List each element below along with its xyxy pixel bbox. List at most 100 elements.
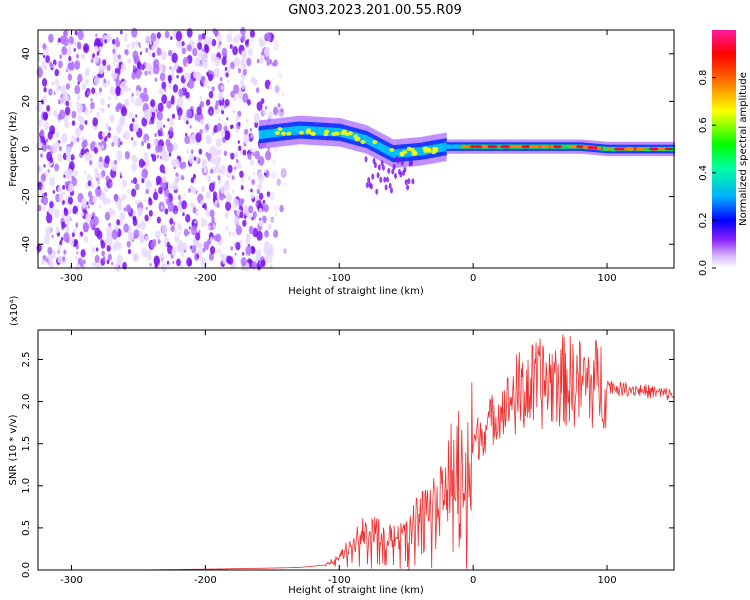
- spectrogram-noise-cell: [41, 258, 46, 266]
- spectrogram-noise-cell: [226, 193, 232, 203]
- spectrogram-band-core: [291, 126, 293, 136]
- spectrogram-noise-cell: [268, 111, 274, 120]
- spectrogram-band-core: [376, 140, 379, 150]
- spectrogram-noise-cell: [148, 52, 152, 57]
- spectrogram-noise-cell: [45, 55, 51, 63]
- spectrogram-noise-cell: [148, 255, 152, 261]
- spectrogram-noise-cell: [159, 127, 163, 132]
- spectrogram-noise-cell: [60, 237, 64, 242]
- spectrogram-noise-cell: [243, 215, 247, 220]
- colorbar-label: Normalized spectral amplitude: [738, 72, 749, 226]
- spectrogram-band-core: [299, 125, 302, 135]
- spectrogram-band-core: [446, 144, 448, 149]
- spectrogram-noise-cell: [86, 201, 89, 206]
- spectrogram-noise-cell: [221, 47, 228, 57]
- spectrogram-noise-cell: [187, 75, 191, 80]
- spectrogram-noise-cell: [99, 107, 102, 111]
- snr-frame: [37, 329, 675, 571]
- spectrogram-noise-cell: [223, 123, 226, 127]
- spectrogram-noise-cell: [131, 92, 134, 97]
- spectrogram-noise-cell: [67, 73, 73, 81]
- spectrogram-band-core: [385, 145, 387, 155]
- spectrogram-noise-cell: [170, 225, 175, 233]
- spectrogram-noise-cell: [245, 118, 249, 123]
- spectrogram-noise-cell: [145, 206, 148, 211]
- spectrogram-noise-cell: [120, 89, 124, 96]
- spectrogram-noise-cell: [272, 62, 275, 67]
- spectrogram-noise-cell: [131, 117, 135, 123]
- spectrogram-noise-cell: [246, 38, 250, 43]
- spectrogram-noise-cell: [67, 207, 72, 215]
- spectrogram-noise-cell: [190, 149, 194, 155]
- spectrogram-noise-cell: [75, 100, 80, 107]
- spectrogram-noise-cell: [89, 159, 93, 166]
- spectrogram-noise-cell: [58, 250, 61, 255]
- spectrogram-noise-cell: [237, 43, 240, 47]
- spectrogram-noise-cell: [94, 55, 99, 64]
- spectrogram-noise-cell: [59, 54, 63, 59]
- spectrogram-noise-cell: [182, 83, 187, 89]
- spectrogram-noise-cell: [161, 65, 165, 72]
- spectrogram-band-core: [419, 147, 422, 156]
- spectrogram-noise-cell: [95, 247, 99, 252]
- spectrogram-noise-cell: [198, 34, 203, 41]
- spectrogram-x-label: Height of straight line (km): [288, 286, 424, 297]
- spectrogram-noise-cell: [190, 202, 194, 209]
- spectrogram-noise-cell: [271, 170, 277, 179]
- spectrogram-noise-cell: [203, 241, 210, 251]
- spectrogram-noise-cell: [164, 208, 169, 215]
- snr-x-tick-label: -100: [328, 575, 351, 586]
- spectrogram-noise-cell: [172, 260, 175, 265]
- spectrogram-noise-cell: [172, 142, 178, 151]
- spectrogram-noise-cell: [67, 182, 74, 193]
- spectrogram-noise-cell: [245, 232, 251, 241]
- spectrogram-band-core: [300, 125, 303, 135]
- spectrogram-noise-cell: [234, 151, 239, 158]
- spectrogram-noise-cell: [280, 167, 287, 178]
- spectrogram-noise-cell: [54, 68, 59, 77]
- spectrogram-noise-cell: [159, 252, 165, 262]
- spectrogram-noise-cell: [274, 204, 279, 212]
- spectrogram-noise-cell: [273, 41, 279, 51]
- spectrogram-noise-cell: [112, 52, 119, 63]
- spectrogram-band-tail: [381, 164, 385, 171]
- spectrogram-noise-cell: [132, 252, 139, 263]
- spectrogram-noise-cell: [120, 106, 128, 117]
- spectrogram-noise-cell: [51, 234, 54, 239]
- spectrogram-band-core: [604, 146, 607, 151]
- spectrogram-noise-cell: [87, 205, 90, 209]
- spectrogram-band-core: [562, 144, 564, 149]
- spectrogram-noise-cell: [235, 158, 239, 164]
- spectrogram-noise-cell: [115, 85, 121, 95]
- spectrogram-noise-cell: [237, 90, 244, 100]
- spectrogram-noise-cell: [96, 51, 100, 56]
- spectrogram-noise-cell: [109, 86, 116, 96]
- spectrogram-band-core: [375, 140, 378, 149]
- spectrogram-noise-cell: [106, 197, 111, 205]
- spectrogram-noise-cell: [248, 188, 251, 192]
- spectrogram-noise-cell: [63, 249, 67, 255]
- spectrogram-noise-cell: [230, 246, 234, 251]
- spectrogram-noise-cell: [126, 43, 130, 49]
- spectrogram-noise-cell: [202, 202, 207, 209]
- spectrogram-noise-cell: [146, 142, 151, 150]
- spectrogram-noise-cell: [75, 212, 79, 216]
- spectrogram-noise-cell: [189, 124, 192, 129]
- spectrogram-noise-cell: [178, 88, 184, 98]
- spectrogram-noise-cell: [206, 71, 209, 76]
- spectrogram-noise-cell: [76, 103, 83, 114]
- spectrogram-noise-cell: [111, 209, 116, 216]
- spectrogram-noise-cell: [161, 145, 166, 152]
- spectrogram-band-core: [264, 129, 266, 139]
- spectrogram-noise-cell: [145, 62, 151, 70]
- spectrogram-noise-cell: [124, 151, 130, 160]
- spectrogram-noise-cell: [186, 108, 193, 119]
- spectrogram-band-core: [272, 128, 275, 138]
- spectrogram-band-core: [389, 147, 392, 157]
- spectrogram-noise-cell: [37, 204, 42, 212]
- spectrogram-noise-cell: [240, 257, 247, 267]
- spectrogram-noise-cell: [154, 188, 157, 193]
- spectrogram-noise-cell: [120, 63, 127, 72]
- spectrogram-y-label: Frequency (Hz): [8, 111, 19, 187]
- spectrogram-noise-cell: [218, 91, 224, 101]
